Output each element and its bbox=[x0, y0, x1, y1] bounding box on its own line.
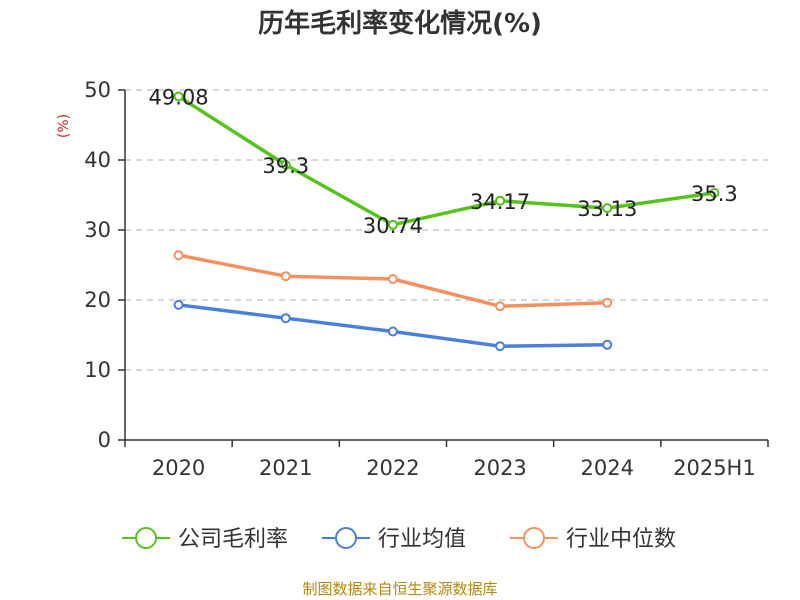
data-point bbox=[602, 203, 613, 214]
data-point bbox=[387, 274, 398, 284]
legend-marker bbox=[523, 527, 545, 549]
data-point bbox=[387, 219, 398, 230]
y-tick-label-20: 20 bbox=[84, 288, 111, 312]
x-tick-label-2022: 2022 bbox=[366, 456, 419, 480]
data-label: 35.3 bbox=[691, 182, 738, 206]
data-point bbox=[387, 326, 398, 337]
x-tick-label-2020: 2020 bbox=[152, 456, 205, 480]
data-label: 34.17 bbox=[470, 190, 530, 214]
legend-marker bbox=[135, 527, 157, 549]
axes bbox=[118, 89, 769, 447]
grid-lines bbox=[125, 89, 768, 371]
x-tick-label-2025H1: 2025H1 bbox=[673, 456, 756, 480]
y-axis-label: (%) bbox=[56, 114, 72, 138]
data-point bbox=[495, 341, 506, 352]
series-points bbox=[173, 91, 720, 352]
series-lines bbox=[176, 94, 717, 348]
y-tick-label-10: 10 bbox=[84, 358, 111, 382]
data-point bbox=[495, 301, 506, 312]
y-tick-label-0: 0 bbox=[98, 428, 111, 452]
legend-label: 行业均值 bbox=[378, 527, 466, 552]
data-label: 33.13 bbox=[577, 197, 637, 221]
x-tick-label-2021: 2021 bbox=[259, 456, 312, 480]
data-point bbox=[280, 313, 291, 324]
data-labels: 49.08 39.3 30.74 34.17 33.13 35.3 bbox=[149, 85, 738, 237]
legend: 公司毛利率 行业均值 行业中位数 bbox=[122, 527, 676, 552]
legend-label: 公司毛利率 bbox=[178, 527, 288, 552]
legend-item-0[interactable]: 公司毛利率 bbox=[122, 527, 288, 552]
x-axis-ticks: 2020 2021 2022 2023 2024 2025H1 bbox=[152, 456, 756, 480]
x-tick-label-2023: 2023 bbox=[473, 456, 526, 480]
data-point bbox=[173, 91, 184, 102]
y-axis-ticks: 0 10 20 30 40 50 bbox=[84, 78, 111, 452]
series-line-1 bbox=[176, 303, 609, 348]
y-tick-label-40: 40 bbox=[84, 148, 111, 172]
legend-label: 行业中位数 bbox=[566, 527, 676, 552]
source-note: 制图数据来自恒生聚源数据库 bbox=[302, 580, 497, 598]
x-tick-label-2024: 2024 bbox=[581, 456, 634, 480]
data-point bbox=[602, 339, 613, 350]
data-label: 30.74 bbox=[363, 214, 423, 238]
y-tick-label-30: 30 bbox=[84, 218, 111, 242]
data-label: 39.3 bbox=[262, 154, 309, 178]
y-tick-label-50: 50 bbox=[84, 78, 111, 102]
data-point bbox=[495, 195, 506, 206]
legend-marker bbox=[335, 527, 357, 549]
series-line-0 bbox=[176, 94, 717, 227]
data-point bbox=[280, 159, 291, 170]
legend-item-1[interactable]: 行业均值 bbox=[322, 527, 466, 552]
legend-item-2[interactable]: 行业中位数 bbox=[510, 527, 676, 552]
chart-title: 历年毛利率变化情况(%) bbox=[258, 8, 542, 39]
data-point bbox=[173, 250, 184, 261]
data-point bbox=[709, 187, 720, 198]
data-label: 49.08 bbox=[149, 85, 209, 109]
data-point bbox=[173, 299, 184, 310]
data-point bbox=[602, 297, 613, 308]
data-point bbox=[280, 271, 291, 282]
